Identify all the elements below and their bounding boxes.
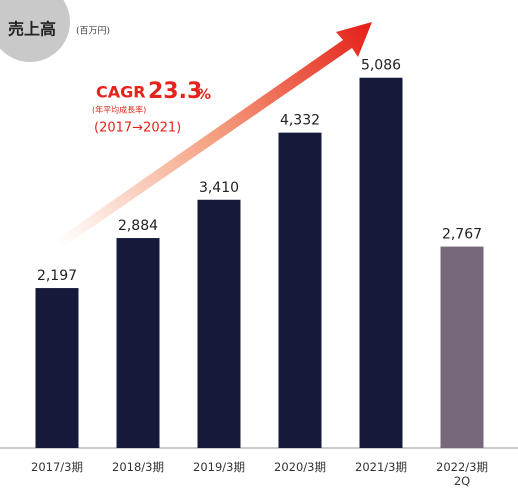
cagr-label: CAGR [96,83,146,102]
x-tick-label: 2019/3期 [193,460,245,474]
x-tick-label: 2017/3期 [31,460,83,474]
chart-title: 売上高 [8,20,56,39]
value-label: 2,884 [118,218,158,234]
cagr-note: (年平均成長率) [92,105,146,115]
value-label: 4,332 [280,113,320,129]
bar [35,288,79,448]
value-label: 5,086 [361,58,401,74]
title-badge [0,0,70,62]
bar [278,132,322,448]
x-tick-label: 2020/3期 [274,460,326,474]
value-label: 3,410 [199,180,239,196]
value-label: 2,767 [442,227,482,243]
cagr-unit: % [197,87,211,103]
x-tick-label: 2018/3期 [112,460,164,474]
cagr-period: (2017→2021) [94,121,181,136]
bar [116,238,160,448]
growth-arrow [56,22,372,248]
x-tick-label: 2022/3期 2Q [436,460,488,488]
bar [359,77,403,448]
chart-subtitle: (百万円) [76,26,110,37]
cagr-number: 23.3 [148,79,202,104]
bar [440,246,484,448]
value-label: 2,197 [37,268,77,284]
bar [197,199,241,448]
x-tick-label: 2021/3期 [355,460,407,474]
